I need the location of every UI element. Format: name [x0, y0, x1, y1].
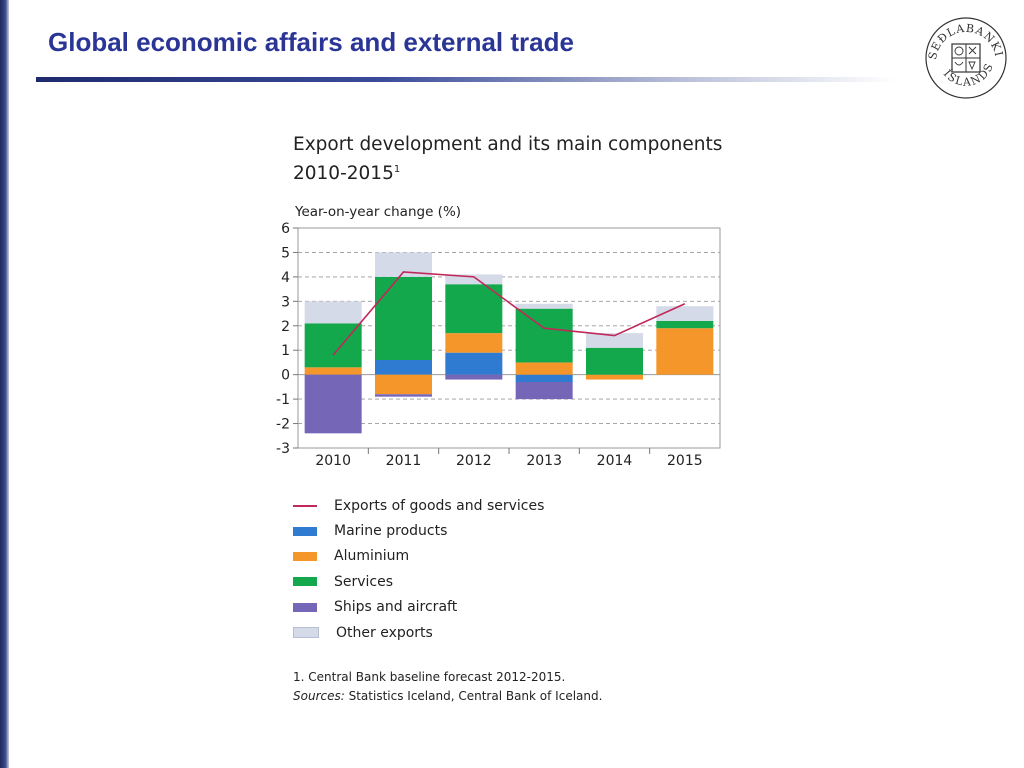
y-tick-label: -2: [276, 417, 290, 433]
bar-other-exports-2012: [445, 274, 503, 285]
legend-swatch: [293, 602, 317, 612]
y-tick-label: 4: [281, 270, 290, 286]
bar-marine-products-2013: [515, 374, 573, 382]
y-axis-label: Year-on-year change (%): [295, 204, 462, 220]
legend-label: Ships and aircraft: [334, 599, 458, 616]
sources-text: Statistics Iceland, Central Bank of Icel…: [348, 689, 603, 703]
x-tick-label: 2010: [315, 453, 351, 469]
legend-item: Exports of goods and services: [293, 493, 544, 518]
legend-label: Other exports: [336, 624, 433, 641]
bar-ships-and-aircraft-2013: [515, 382, 573, 400]
title-underline: [36, 77, 896, 82]
bar-aluminium-2013: [515, 362, 573, 375]
sources-line: Sources: Statistics Iceland, Central Ban…: [293, 687, 602, 706]
bar-aluminium-2012: [445, 333, 503, 353]
bar-services-2010: [304, 323, 362, 368]
line-exports-of-goods-and-services: [332, 271, 686, 356]
x-tick-label: 2013: [526, 453, 562, 469]
legend-item: Ships and aircraft: [293, 595, 544, 620]
legend-swatch: [293, 504, 317, 507]
bar-ships-and-aircraft-2012: [445, 374, 503, 380]
bar-ships-and-aircraft-2011: [375, 394, 432, 397]
legend-swatch: [293, 526, 317, 536]
legend-item: Other exports: [293, 620, 544, 645]
bar-other-exports-2010: [304, 301, 362, 324]
bar-services-2011: [375, 276, 432, 360]
legend-label: Marine products: [334, 523, 448, 540]
legend-label: Exports of goods and services: [334, 497, 545, 514]
bar-aluminium-2014: [586, 374, 643, 380]
legend-swatch: [293, 551, 317, 561]
y-tick-label: 3: [281, 294, 290, 310]
legend: Exports of goods and services Marine prod…: [293, 493, 544, 645]
x-tick-label: 2015: [667, 453, 703, 469]
bar-other-exports-2014: [586, 333, 643, 348]
chart-title-line2: 2010-2015: [293, 163, 394, 185]
bar-marine-products-2011: [375, 360, 432, 375]
legend-item: Aluminium: [293, 544, 544, 569]
bar-services-2013: [515, 308, 573, 363]
y-tick-label: -1: [276, 392, 290, 408]
legend-swatch: [293, 627, 319, 639]
bar-ships-and-aircraft-2010: [304, 374, 362, 434]
bar-services-2012: [445, 284, 503, 334]
bar-services-2014: [586, 347, 643, 375]
bar-other-exports-2013: [515, 303, 573, 309]
x-tick-label: 2014: [597, 453, 633, 469]
legend-swatch: [293, 577, 317, 587]
bar-marine-products-2012: [445, 352, 503, 375]
chart-title-footnote-mark: 1: [393, 164, 401, 175]
legend-item: Marine products: [293, 518, 544, 543]
y-tick-label: 0: [281, 368, 290, 384]
y-tick-label: 1: [281, 343, 290, 359]
y-tick-label: 2: [281, 319, 290, 335]
bar-aluminium-2015: [656, 328, 714, 375]
y-tick-label: -3: [276, 441, 290, 457]
chart-title: Export development and its main componen…: [293, 132, 773, 186]
left-accent-bar: [0, 0, 9, 768]
legend-label: Services: [334, 573, 394, 590]
slide-title: Global economic affairs and external tra…: [48, 27, 574, 57]
chart-title-line1: Export development and its main componen…: [293, 134, 723, 155]
x-tick-label: 2012: [456, 453, 492, 469]
chart-footnote: 1. Central Bank baseline forecast 2012-2…: [293, 668, 602, 706]
central-bank-seal-logo: SEÐLABANKI ÍSLANDS: [925, 17, 1007, 99]
bar-services-2015: [656, 320, 714, 329]
y-tick-label: 5: [281, 245, 290, 261]
y-tick-label: 6: [281, 221, 290, 237]
legend-label: Aluminium: [334, 548, 410, 565]
legend-item: Services: [293, 569, 544, 594]
bar-aluminium-2010: [304, 367, 362, 375]
sources-label: Sources:: [293, 689, 345, 703]
footnote-text: 1. Central Bank baseline forecast 2012-2…: [293, 670, 566, 684]
bar-aluminium-2011: [375, 374, 432, 395]
x-tick-label: 2011: [386, 453, 422, 469]
